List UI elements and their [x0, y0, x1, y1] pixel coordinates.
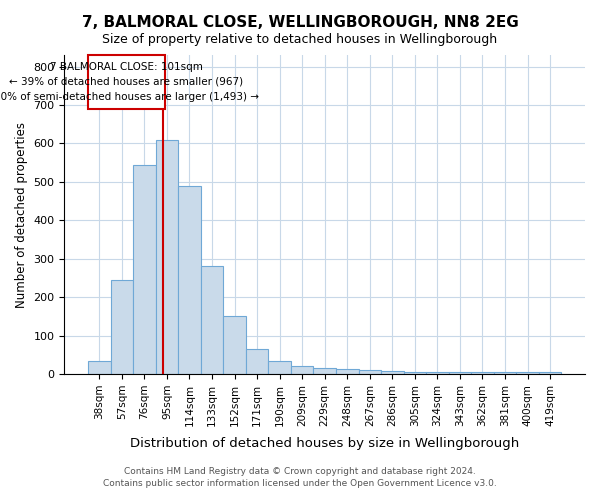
Text: Size of property relative to detached houses in Wellingborough: Size of property relative to detached ho… [103, 32, 497, 46]
Text: Contains HM Land Registry data © Crown copyright and database right 2024.
Contai: Contains HM Land Registry data © Crown c… [103, 466, 497, 487]
Bar [426, 372, 449, 374]
Bar [155, 140, 178, 374]
Bar [539, 372, 562, 374]
Y-axis label: Number of detached properties: Number of detached properties [15, 122, 28, 308]
Bar [336, 369, 359, 374]
Bar [449, 372, 471, 374]
Bar [291, 366, 313, 374]
Bar [313, 368, 336, 374]
Bar [471, 372, 494, 374]
Text: 7, BALMORAL CLOSE, WELLINGBOROUGH, NN8 2EG: 7, BALMORAL CLOSE, WELLINGBOROUGH, NN8 2… [82, 15, 518, 30]
Bar [494, 372, 516, 374]
Bar [133, 164, 155, 374]
Bar [359, 370, 381, 374]
Bar [178, 186, 201, 374]
Bar [516, 372, 539, 374]
Bar [268, 360, 291, 374]
Bar [88, 360, 110, 374]
X-axis label: Distribution of detached houses by size in Wellingborough: Distribution of detached houses by size … [130, 437, 520, 450]
Bar [88, 55, 164, 109]
Bar [201, 266, 223, 374]
Bar [381, 371, 404, 374]
Bar [246, 349, 268, 374]
Text: 7 BALMORAL CLOSE: 101sqm
← 39% of detached houses are smaller (967)
60% of semi-: 7 BALMORAL CLOSE: 101sqm ← 39% of detach… [0, 62, 259, 102]
Bar [404, 372, 426, 374]
Bar [223, 316, 246, 374]
Bar [110, 280, 133, 374]
